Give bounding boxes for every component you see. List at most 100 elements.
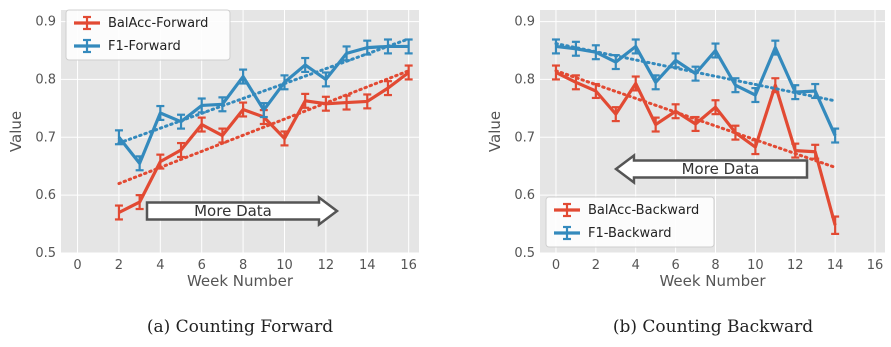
x-tick-label: 2 [115,258,123,273]
error-bar [156,104,165,122]
error-bar [551,64,560,81]
x-tick-label: 16 [400,258,417,273]
legend-entry-blue: F1-Forward [74,38,181,54]
y-axis-label: Value [7,111,25,152]
legend-label: F1-Forward [108,39,181,54]
chart-panel-0: 0.5 0.6 0.7 0.8 0.9 0 2 4 6 8 10 12 14 16 Week Number V… [7,9,419,337]
x-tick-label: 14 [359,258,376,273]
chart-panel-1: 0.5 0.6 0.7 0.8 0.9 0 2 4 6 8 10 12 14 16 Week Number V… [486,10,885,337]
arrow-label: More Data [194,202,272,220]
error-bar [363,39,372,56]
y-tick-label: 0.9 [514,15,535,30]
y-tick-label: 0.8 [35,72,56,87]
y-tick-label: 0.8 [514,72,535,87]
error-bar [791,142,800,159]
error-bar [363,93,372,110]
x-tick-label: 12 [318,258,335,273]
error-bar [280,74,289,91]
y-axis-label: Value [486,111,504,152]
x-tick-label: 2 [592,258,600,273]
error-bar [751,87,760,104]
x-tick-label: 0 [73,258,81,273]
legend-entry-blue: F1-Backward [554,225,672,241]
error-bar [177,141,186,159]
error-bar [691,65,700,82]
x-tick-label: 8 [711,258,719,273]
error-bar [321,95,330,112]
x-tick-label: 10 [276,258,293,273]
x-tick-label: 16 [867,258,884,273]
error-bar [135,194,144,211]
error-bar [342,45,351,62]
subfigure-caption: (b) Counting Backward [613,317,813,337]
error-bar [591,44,600,61]
y-tick-label: 0.9 [35,15,56,30]
error-bar [651,74,660,91]
error-bar [731,124,740,141]
y-tick-label: 0.6 [514,188,535,203]
error-bar [239,68,248,85]
x-tick-label: 8 [239,258,247,273]
subfigure-caption: (a) Counting Forward [147,317,333,337]
legend-label: F1-Backward [588,226,672,241]
error-bar [631,38,640,55]
legend-entry-red: BalAcc-Forward [74,15,208,31]
error-bar [404,38,413,55]
x-axis-label: Week Number [187,272,294,290]
error-bar [771,39,780,56]
y-tick-label: 0.5 [514,246,535,261]
x-tick-label: 0 [552,258,560,273]
error-bar [671,52,680,69]
x-axis-label: Week Number [659,272,766,290]
legend-box [545,196,715,248]
trend-line-red [117,69,411,186]
x-tick-label: 4 [156,258,164,273]
error-bar [751,139,760,156]
more-data-arrow [145,195,340,227]
error-bar [404,64,413,81]
error-bar [551,38,560,55]
error-bar [831,215,840,236]
error-bar [571,40,580,57]
error-bar [711,99,720,116]
error-bar [711,42,720,59]
error-bar [791,84,800,101]
error-bar [177,113,186,130]
error-bar [591,82,600,100]
error-bar [771,77,780,94]
error-bar [321,71,330,88]
error-bar [731,77,740,94]
error-bar [197,116,206,133]
arrow-label: More Data [682,160,760,178]
error-bar [651,116,660,133]
error-bar [301,56,310,74]
error-bar [218,96,227,113]
error-bar [259,102,268,119]
error-bar [671,103,680,120]
error-bar [342,94,351,111]
error-bar [301,92,310,109]
error-bar [383,80,392,97]
error-bar [197,97,206,114]
y-tick-label: 0.7 [35,130,56,145]
error-bar [831,127,840,144]
y-tick-label: 0.6 [35,188,56,203]
error-bar [239,101,248,118]
error-bar [571,74,580,91]
error-bar [611,54,620,71]
trend-line-blue [117,37,411,145]
error-bar [156,153,165,170]
error-bar [811,82,820,100]
error-bar [691,115,700,133]
error-bar [135,155,144,172]
legend-label: BalAcc-Forward [108,16,208,31]
legend-box [65,9,231,61]
error-bar [383,38,392,55]
x-tick-label: 12 [787,258,804,273]
y-tick-label: 0.7 [514,130,535,145]
more-data-arrow [613,153,809,185]
error-bar [280,130,289,147]
x-tick-label: 14 [827,258,844,273]
error-bar [631,75,640,92]
